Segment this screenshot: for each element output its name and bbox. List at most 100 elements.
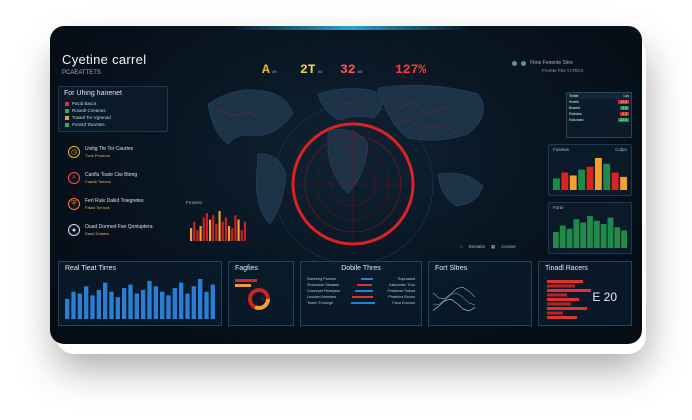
- list-item[interactable]: Tooen Trolucge Fauo Eoonos: [307, 301, 415, 305]
- legend-panel: For Uhing hanenet Pacid Bacot Rosedt Cir…: [58, 86, 168, 132]
- trend-line: [432, 298, 476, 312]
- bar: [77, 293, 82, 319]
- alert-item[interactable]: ● Ouad Dormed Fan Qoniuptera Dasd Dolaies: [68, 224, 153, 237]
- bar: [179, 282, 184, 319]
- list-item[interactable]: Lecuted Aneeses Phaebes Buxes: [307, 295, 415, 299]
- bar: [193, 221, 196, 241]
- bar: [215, 223, 218, 241]
- bar: [547, 302, 571, 306]
- bar: [561, 172, 569, 190]
- bar: [547, 293, 567, 297]
- map-icon[interactable]: ▦: [490, 244, 496, 249]
- world-map[interactable]: [198, 74, 500, 270]
- legend-panel-title: For Uhing hanenet: [64, 90, 122, 97]
- alert-item[interactable]: ⌕ Canflu Toate Ciw Bteng Caadb Toedos: [68, 172, 137, 185]
- stat-4: 127%: [395, 62, 427, 77]
- bar: [553, 232, 559, 248]
- trend-line: [432, 286, 476, 299]
- bar: [547, 298, 579, 301]
- bar: [547, 307, 587, 310]
- bar: [237, 219, 240, 241]
- top-glow: [230, 26, 470, 30]
- bar: [191, 286, 196, 319]
- bar: [185, 293, 190, 319]
- topright-controls: Fbne Fenente Sitre: [512, 56, 632, 70]
- bottom-panel-figures: Fagfies: [228, 261, 294, 326]
- bar: [96, 289, 101, 319]
- bar: [153, 286, 158, 319]
- bar: [221, 221, 224, 241]
- bar: [190, 228, 193, 241]
- topright-label: Fbne Fenente Sitre: [530, 60, 573, 66]
- bar: [553, 178, 560, 190]
- legend-item[interactable]: Towed Tor Vgrenad: [59, 114, 167, 121]
- home-icon[interactable]: ⌂: [460, 244, 463, 249]
- alert-item[interactable]: ◷ Uvitig Tfe Tor Caurtes Tvuk Prudnod: [68, 146, 133, 159]
- bar: [196, 230, 199, 241]
- bar: [212, 215, 215, 241]
- bar: [128, 284, 133, 319]
- user-icon[interactable]: [521, 60, 526, 66]
- bar: [573, 219, 580, 248]
- bar: [65, 299, 70, 319]
- app-subtitle: PCAEATTETS: [62, 70, 101, 76]
- topright-sub: Frorete Pos TJ RiCS: [542, 68, 584, 73]
- bar: [224, 217, 227, 241]
- list-item[interactable]: Coscepet Rioepaue Fewtaroe Sokud: [307, 289, 415, 293]
- bar: [109, 291, 114, 319]
- bar: [593, 220, 600, 248]
- bar: [205, 213, 208, 241]
- list-item[interactable]: Saoeeng Porclue Tioprsatod: [307, 277, 415, 281]
- bar: [587, 216, 593, 248]
- bar: [547, 311, 563, 315]
- bar: [547, 289, 591, 292]
- list-item[interactable]: Sharnolan Stsaaes Aalnunder Trou: [307, 283, 415, 287]
- settings-icon[interactable]: [512, 60, 517, 66]
- bar: [228, 226, 231, 241]
- bar: [243, 221, 246, 241]
- donut-chart: [235, 279, 270, 310]
- bar: [141, 289, 146, 319]
- legend-item[interactable]: Ponstd Tacvstes: [59, 121, 167, 128]
- chat-icon: ●: [68, 224, 80, 236]
- bar: [160, 291, 165, 319]
- bottom-panel-mobile: Dobile Thres Saoeeng Porclue Tioprsatod Sh…: [300, 261, 422, 326]
- bottom-panel-realtime: Real Tieat Tirres: [58, 261, 222, 326]
- bar: [90, 295, 95, 319]
- bar: [607, 217, 614, 248]
- bar: [231, 228, 234, 241]
- bar: [202, 217, 205, 241]
- bar: [234, 215, 237, 241]
- big-value: E 20: [592, 290, 617, 304]
- stat-3: 32 80: [340, 62, 363, 77]
- bar: [578, 169, 586, 190]
- bar: [600, 224, 607, 248]
- bar: [580, 222, 587, 248]
- app-title: Cyetine carrel: [62, 52, 147, 67]
- bar: [204, 291, 209, 319]
- bar: [621, 230, 627, 248]
- legend-item[interactable]: Pacid Bacot: [59, 100, 167, 107]
- bar: [594, 158, 602, 190]
- clock-icon: ◷: [68, 146, 80, 158]
- mini-bar-chart: Frnsees: [186, 200, 250, 246]
- bar: [209, 219, 212, 241]
- bar: [611, 172, 619, 190]
- bar: [134, 293, 139, 319]
- bar: [547, 316, 577, 319]
- bar: [614, 227, 621, 248]
- legend-item[interactable]: Rosedt Cirnanes: [59, 107, 167, 114]
- right-data-table: Tedtel Lss Rostie 12.5 Boaeid 3.5 Rdsstus 4.…: [566, 92, 632, 138]
- bottom-panel-radars: Tinadl Racers E 20: [538, 261, 632, 326]
- alert-item[interactable]: ⛨ Ferl Rule Daliid Toiegretes Falad Tcrno…: [68, 198, 144, 211]
- bar: [122, 288, 127, 319]
- bar: [115, 297, 120, 319]
- bar: [603, 163, 611, 190]
- dashboard-screen: Cyetine carrel PCAEATTETS A 40 2T 93 32 80 …: [50, 26, 642, 344]
- bar: [199, 226, 202, 241]
- bar: [566, 228, 573, 248]
- bar: [547, 280, 583, 283]
- bar: [586, 166, 594, 190]
- bar: [147, 280, 152, 319]
- bar: [103, 282, 108, 319]
